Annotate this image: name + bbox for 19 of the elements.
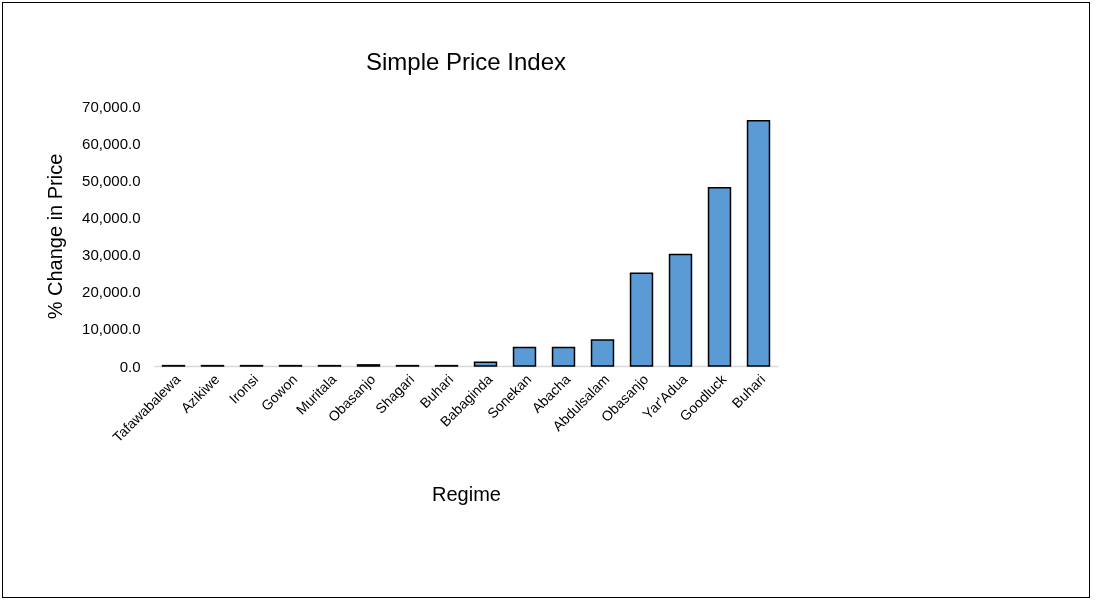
y-tick-label: 20,000.0: [82, 283, 141, 301]
bar: [668, 253, 693, 367]
bar: [746, 120, 771, 367]
bar: [512, 346, 537, 367]
bar: [551, 346, 576, 367]
bar: [707, 186, 732, 367]
y-tick-label: 50,000.0: [82, 171, 141, 189]
chart-title: Simple Price Index: [365, 48, 567, 75]
y-tick-label: 70,000.0: [82, 97, 141, 115]
bar: [473, 361, 498, 367]
y-tick-label: 10,000.0: [82, 320, 141, 338]
bar: [590, 339, 615, 367]
y-axis-title: % Change in Price: [44, 153, 67, 320]
bar: [629, 272, 654, 367]
y-tick-label: 60,000.0: [82, 134, 141, 152]
y-tick-label: 40,000.0: [82, 208, 141, 226]
y-tick-label: 0.0: [119, 357, 141, 375]
y-tick-label: 30,000.0: [82, 246, 141, 264]
x-axis-title: Regime: [432, 483, 501, 506]
